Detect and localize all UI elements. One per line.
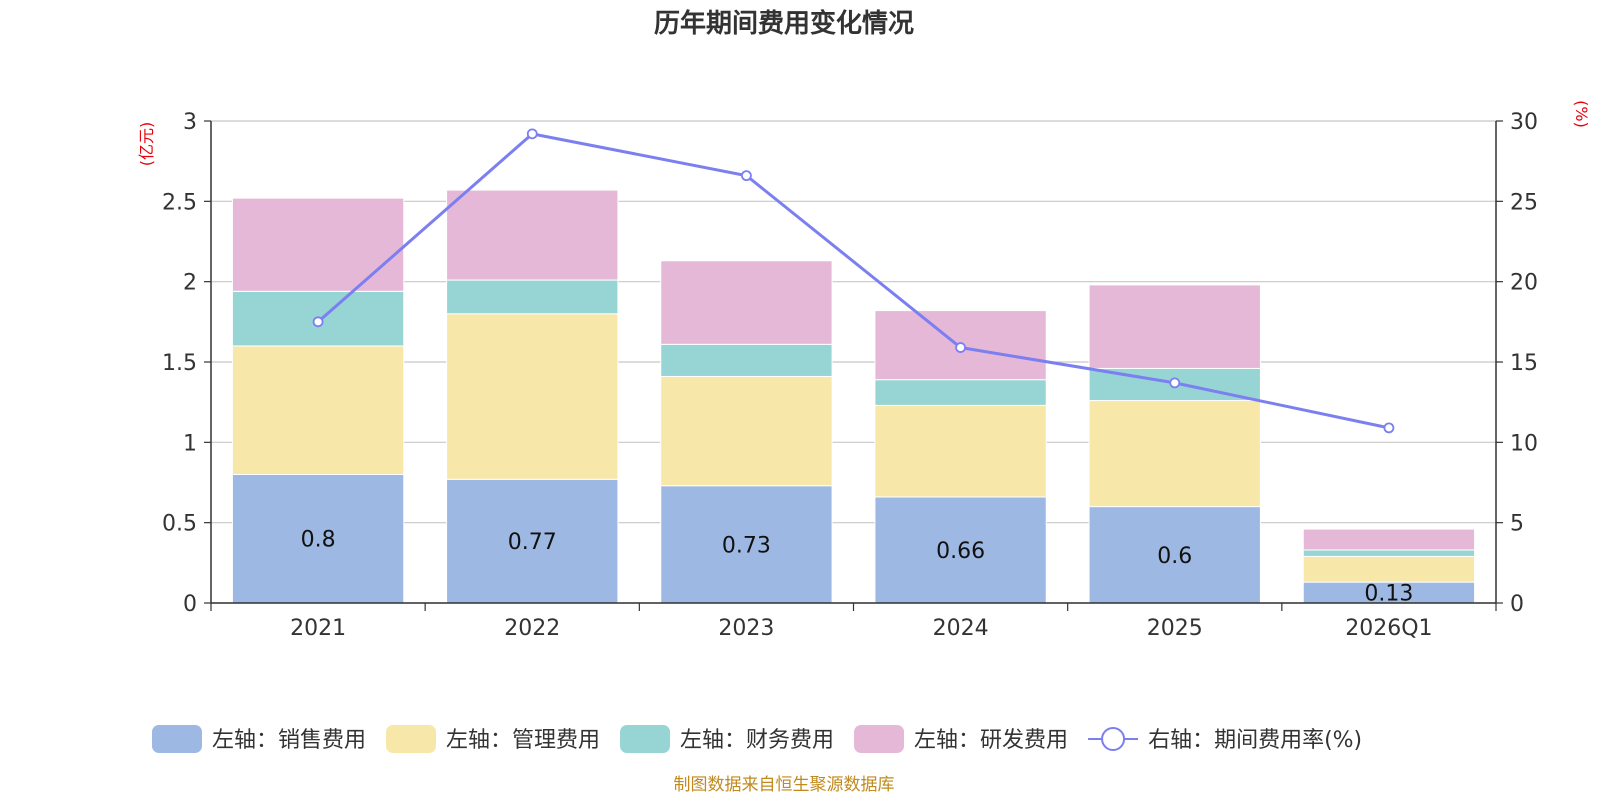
bar-series-2-2026Q1 (1302, 549, 1476, 557)
rate-line (312, 128, 1395, 434)
left-axis-tick-label: 1.5 (162, 351, 197, 376)
x-axis-tick-label: 2022 (504, 616, 560, 641)
rate-line-path (317, 132, 1390, 430)
bar-series-3-2021 (231, 197, 405, 292)
right-axis-tick-label: 10 (1510, 431, 1538, 456)
rate-line-point (1169, 377, 1181, 389)
chart-title: 历年期间费用变化情况 (654, 8, 914, 39)
left-axis-tick-label: 1 (183, 431, 197, 456)
legend-label: 右轴：期间费用率(%) (1148, 728, 1362, 753)
bar-series-1-2021 (231, 345, 405, 475)
right-axis-tick-label: 0 (1510, 592, 1524, 617)
bar-series-3-2026Q1 (1302, 528, 1476, 551)
legend-marker-circle (1101, 727, 1126, 751)
bar-series-2-2023 (660, 343, 833, 377)
left-axis-unit: (亿元) (137, 122, 156, 167)
legend-label: 左轴：研发费用 (914, 728, 1068, 753)
x-axis-tick-label: 2024 (933, 616, 989, 641)
right-axis-tick-label: 15 (1510, 351, 1538, 376)
legend: 左轴：销售费用 左轴：管理费用 左轴：财务费用 左轴：研发费用 右轴：期间费用率(%) (152, 725, 1362, 753)
right-axis-tick-label: 20 (1510, 271, 1538, 296)
bar-series-1-2025 (1088, 400, 1261, 508)
left-axis-tick-label: 0.5 (162, 512, 197, 537)
bar-series-1-2026Q1 (1302, 555, 1476, 583)
bar-series-2-2022 (446, 279, 619, 315)
bar-series-1-2024 (874, 404, 1047, 498)
data-source-note: 制图数据来自恒生聚源数据库 (674, 775, 895, 795)
rate-line-point (741, 170, 752, 182)
bar-data-label: 0.8 (301, 528, 336, 553)
right-axis-tick-label: 5 (1510, 512, 1524, 537)
legend-swatch-1 (386, 725, 437, 753)
rate-line-point (312, 316, 324, 328)
bar-series-3-2023 (660, 260, 833, 345)
bar-data-label: 0.6 (1157, 544, 1192, 569)
right-axis-unit: (%) (1572, 100, 1591, 128)
gridlines (211, 120, 1496, 604)
bar-data-label: 0.66 (936, 539, 985, 564)
left-axis-tick-label: 2.5 (162, 190, 197, 215)
right-axis-tick-label: 25 (1510, 190, 1538, 215)
rate-line-point (526, 128, 538, 140)
bar-series-0-2022 (446, 478, 619, 604)
rate-line-point (955, 342, 966, 353)
x-axis-tick-label: 2021 (290, 616, 346, 641)
bar-series-2-2024 (874, 379, 1047, 406)
bar-series-3-2025 (1088, 284, 1261, 369)
legend-swatch-2 (620, 725, 671, 753)
left-axis-tick-label: 2 (183, 271, 197, 296)
left-axis-tick-label: 0 (183, 592, 197, 617)
left-axis-tick-label: 3 (183, 110, 197, 135)
bar-series-3-2022 (446, 189, 619, 281)
bar-series-0-2025 (1088, 506, 1261, 604)
x-axis-tick-label: 2023 (718, 616, 774, 641)
bar-series-1-2023 (660, 375, 833, 487)
bar-series-0-2024 (874, 496, 1047, 604)
legend-swatch-0 (152, 725, 202, 753)
bars (231, 189, 1476, 604)
bar-data-label: 0.77 (508, 530, 557, 555)
legend-label: 左轴：销售费用 (212, 728, 366, 753)
bar-series-0-2023 (660, 485, 833, 604)
bar-series-1-2022 (446, 313, 619, 480)
x-axis-tick-label: 2025 (1147, 616, 1203, 641)
legend-label: 左轴：财务费用 (680, 728, 834, 753)
rate-line-point (1383, 422, 1395, 434)
bar-data-label: 0.73 (722, 533, 771, 558)
right-axis-tick-label: 30 (1510, 110, 1538, 135)
legend-label: 左轴：管理费用 (446, 728, 600, 753)
legend-swatch-3 (854, 725, 905, 753)
x-axis-tick-label: 2026Q1 (1345, 616, 1432, 641)
